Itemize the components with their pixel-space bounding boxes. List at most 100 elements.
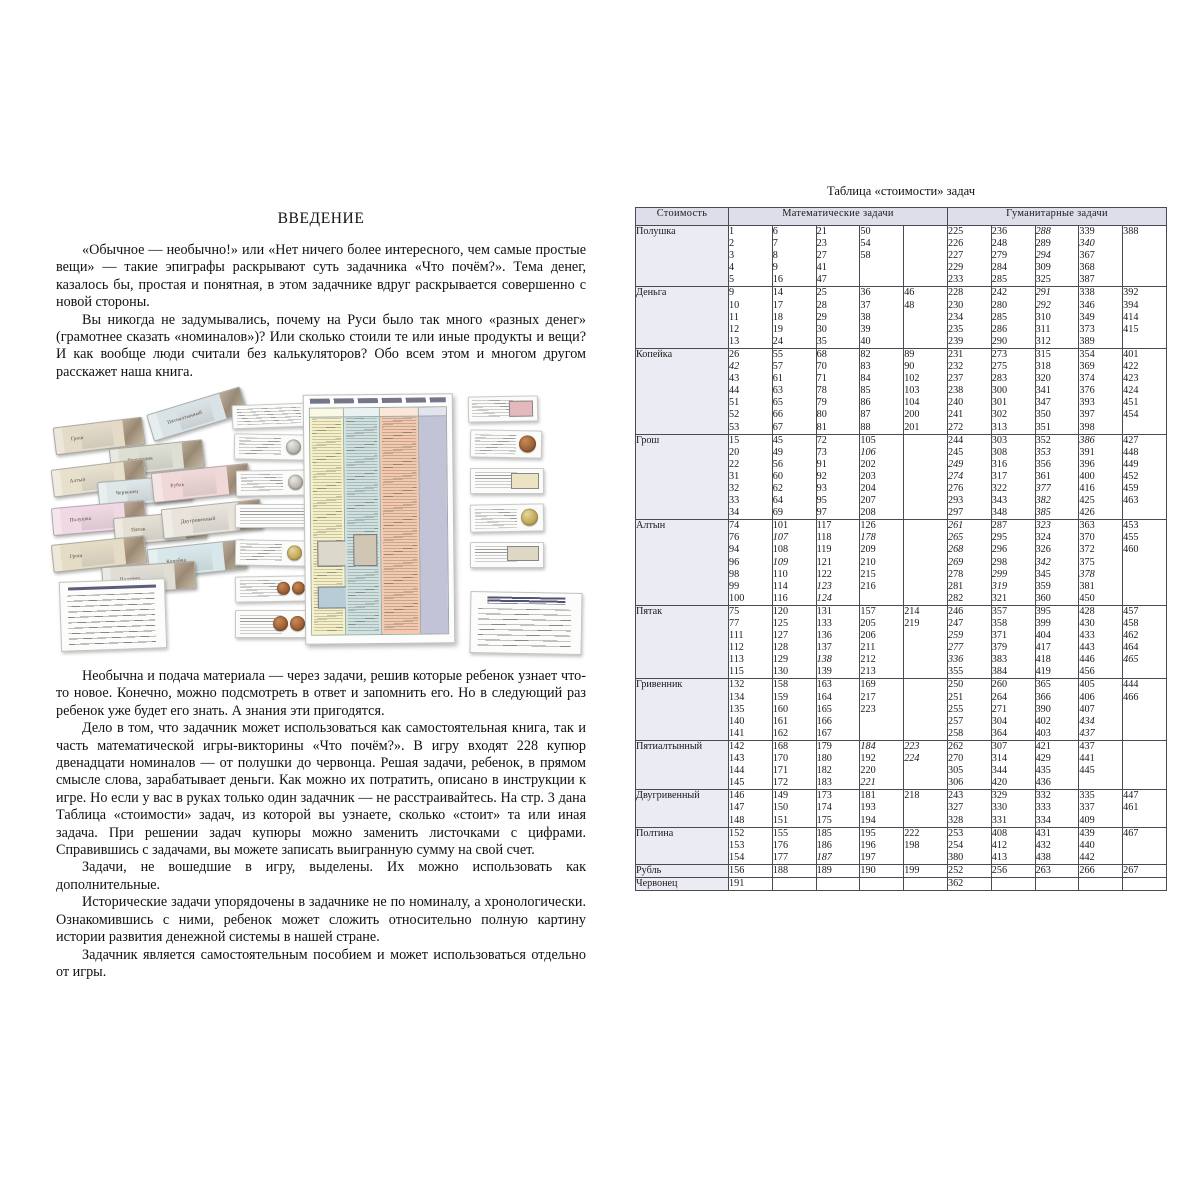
task-number: 426 [1079,507,1095,519]
hum-cell: 408 412 413 [990,826,1036,865]
task-number: 436 [1035,777,1051,789]
hum-cell: 338 346 349 373 389 [1078,286,1124,349]
task-number: 98 [729,568,740,580]
task-number: 28 [816,299,827,311]
task-number: 109 [772,556,789,568]
table-row: Рубль 156 188 189 190 199 252 256 263 266 267 [635,863,1167,878]
task-number: 388 [1123,226,1139,237]
task-number: 249 [947,458,964,470]
poster-image-2 [317,586,348,609]
math-cell: 74 76 94 96 98 99 100 [728,519,773,606]
old-measures-legend-card [469,591,583,655]
task-number: 97 [816,507,827,519]
task-number: 221 [860,777,876,789]
task-number: 102 [904,373,920,385]
task-number: 243 [947,790,964,802]
price-table-poster [302,393,456,645]
task-number: 21 [816,226,827,237]
task-number: 396 [1079,458,1095,470]
hum-cell: 354 369 374 376 393 397 398 [1078,347,1124,435]
task-number: 63 [772,385,783,397]
task-number: 106 [860,446,876,458]
task-number: 93 [816,482,827,494]
task-number: 159 [772,691,789,703]
question-card-2 [233,433,309,461]
task-number: 417 [1035,642,1051,654]
task-number: 209 [860,544,876,556]
task-number: 427 [1123,434,1139,446]
task-number: 212 [860,654,876,666]
task-number: 299 [991,568,1008,580]
task-number: 182 [816,765,832,777]
task-number: 3 [729,250,735,262]
task-number: 294 [1035,250,1051,262]
task-number: 291 [1035,287,1051,299]
task-number: 431 [1035,827,1051,839]
body-paragraph-1: Необычна и подача материала — через зада… [56,668,586,719]
task-number: 110 [772,568,788,580]
hum-cell: 291 292 310 311 312 [1034,286,1080,349]
hum-cell: 427 448 449 452 459 463 [1122,433,1167,521]
task-number: 385 [1035,507,1051,519]
task-number: 369 [1079,361,1095,373]
task-number: 173 [816,790,832,802]
task-number: 286 [991,323,1008,335]
task-number: 229 [947,262,964,274]
task-number: 387 [1079,274,1095,286]
task-number: 295 [991,532,1008,544]
hum-cell [1122,876,1167,892]
task-number: 397 [1079,409,1095,421]
task-number: 164 [816,691,832,703]
task-number: 242 [991,287,1008,299]
hum-cell: 453 455 460 [1122,519,1167,606]
hum-cell: 437 441 445 [1078,739,1124,791]
math-cell: 26 42 43 44 51 52 53 [728,347,773,435]
task-number: 185 [816,827,832,839]
task-number: 103 [904,385,920,397]
task-number: 230 [947,299,964,311]
task-number: 382 [1035,495,1051,507]
task-number: 75 [729,605,740,617]
task-number: 74 [729,520,740,532]
math-cell: 45 49 56 60 62 64 69 [771,433,817,521]
task-number: 239 [947,335,964,347]
task-number: 52 [729,409,740,421]
hum-cell: 335 337 409 [1078,789,1124,828]
task-number: 138 [816,654,832,666]
table-row: Полтина 152 153 154 155 176 177 185 186 187 195 196… [635,826,1167,865]
task-number: 386 [1079,434,1095,446]
task-number: 168 [772,740,789,752]
math-cell: 163 164 165 166 167 [815,678,861,741]
hum-cell: 273 275 283 300 301 302 313 [990,347,1036,435]
task-number: 231 [947,348,964,360]
hum-cell: 231 232 237 238 240 241 272 [946,347,992,435]
task-number: 77 [729,618,740,629]
task-number: 422 [1123,361,1139,373]
sample-coin-card-1 [469,429,543,459]
task-number: 377 [1035,482,1051,494]
poster-column-2 [343,407,382,635]
task-number: 444 [1123,679,1139,691]
math-cell: 9 10 11 12 13 [728,286,773,349]
task-number: 361 [1035,470,1051,482]
task-number: 67 [772,421,783,433]
task-number: 222 [904,827,920,839]
task-number: 56 [772,458,783,470]
task-number: 163 [816,679,832,691]
table-caption: Таблица «стоимости» задач [826,184,976,198]
task-number: 269 [947,556,964,568]
hum-cell: 244 245 249 274 276 293 297 [946,433,992,521]
hum-cell [1034,876,1080,892]
task-number: 393 [1079,397,1095,409]
task-number: 85 [860,385,871,397]
introduction-section: ВВЕДЕНИЕ «Обычное — необычно!» или «Нет … [56,210,586,381]
task-number: 326 [1035,544,1051,556]
task-number: 287 [991,520,1008,532]
task-number: 66 [772,409,783,421]
math-cell: 14 17 18 19 24 [771,286,817,349]
task-number: 439 [1079,827,1095,839]
task-number: 285 [991,311,1008,323]
cost-table-body: Полушка 1 2 3 4 5 6 7 8 9 16 21 23 27 41 47 50 54 58 225 22… [635,224,1167,892]
hum-cell: 303 308 316 317 322 343 348 [990,433,1036,521]
mini-banknote-image [511,473,539,489]
